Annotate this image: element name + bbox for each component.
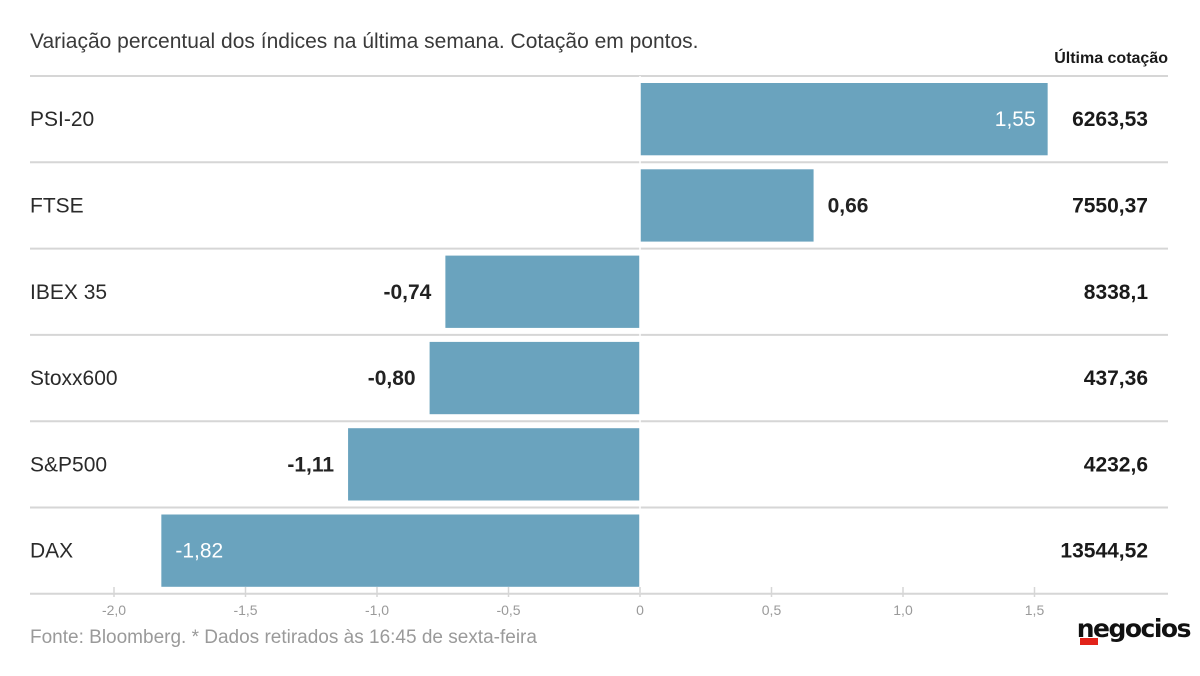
axis-tick-label: -1,5 (233, 602, 257, 618)
bar-value-label: 0,66 (828, 194, 869, 217)
last-quote-value: 13544,52 (1060, 540, 1148, 563)
axis-tick-label: -0,5 (496, 602, 520, 618)
category-label: FTSE (30, 194, 84, 217)
last-quote-value: 8338,1 (1084, 281, 1149, 304)
chart-subtitle: Variação percentual dos índices na últim… (30, 30, 699, 53)
last-quote-value: 4232,6 (1084, 453, 1148, 476)
bar (429, 341, 640, 415)
category-label: DAX (30, 540, 73, 563)
last-quote-value: 6263,53 (1072, 108, 1148, 131)
axis-tick-label: 0,5 (762, 602, 782, 618)
bar-value-label: -0,74 (384, 281, 432, 304)
logo-accent-mark (1079, 638, 1098, 645)
axis-tick-label: 1,5 (1025, 602, 1045, 618)
axis-tick-label: -2,0 (102, 602, 126, 618)
axis-tick-label: 1,0 (893, 602, 913, 618)
bar (640, 169, 814, 242)
bar (161, 514, 640, 587)
category-label: IBEX 35 (30, 281, 107, 304)
category-label: PSI-20 (30, 108, 94, 131)
category-label: S&P500 (30, 453, 107, 476)
category-label: Stoxx600 (30, 367, 118, 390)
bar (348, 428, 640, 501)
negocios-logo: negocios (1077, 614, 1192, 645)
last-quote-value: 7550,37 (1072, 194, 1148, 217)
axis-tick-label: -1,0 (365, 602, 389, 618)
bar-value-label: -0,80 (368, 367, 416, 390)
bar-value-label: 1,55 (995, 108, 1036, 131)
bar-value-label: -1,11 (287, 453, 334, 476)
bar-value-label: -1,82 (175, 540, 223, 563)
bar (445, 255, 640, 328)
bar (640, 83, 1048, 156)
axis-tick-label: 0 (636, 602, 644, 618)
last-quote-value: 437,36 (1084, 367, 1148, 390)
source-note: Fonte: Bloomberg. * Dados retirados às 1… (30, 627, 537, 648)
last-quote-column-header: Última cotação (1054, 50, 1168, 67)
